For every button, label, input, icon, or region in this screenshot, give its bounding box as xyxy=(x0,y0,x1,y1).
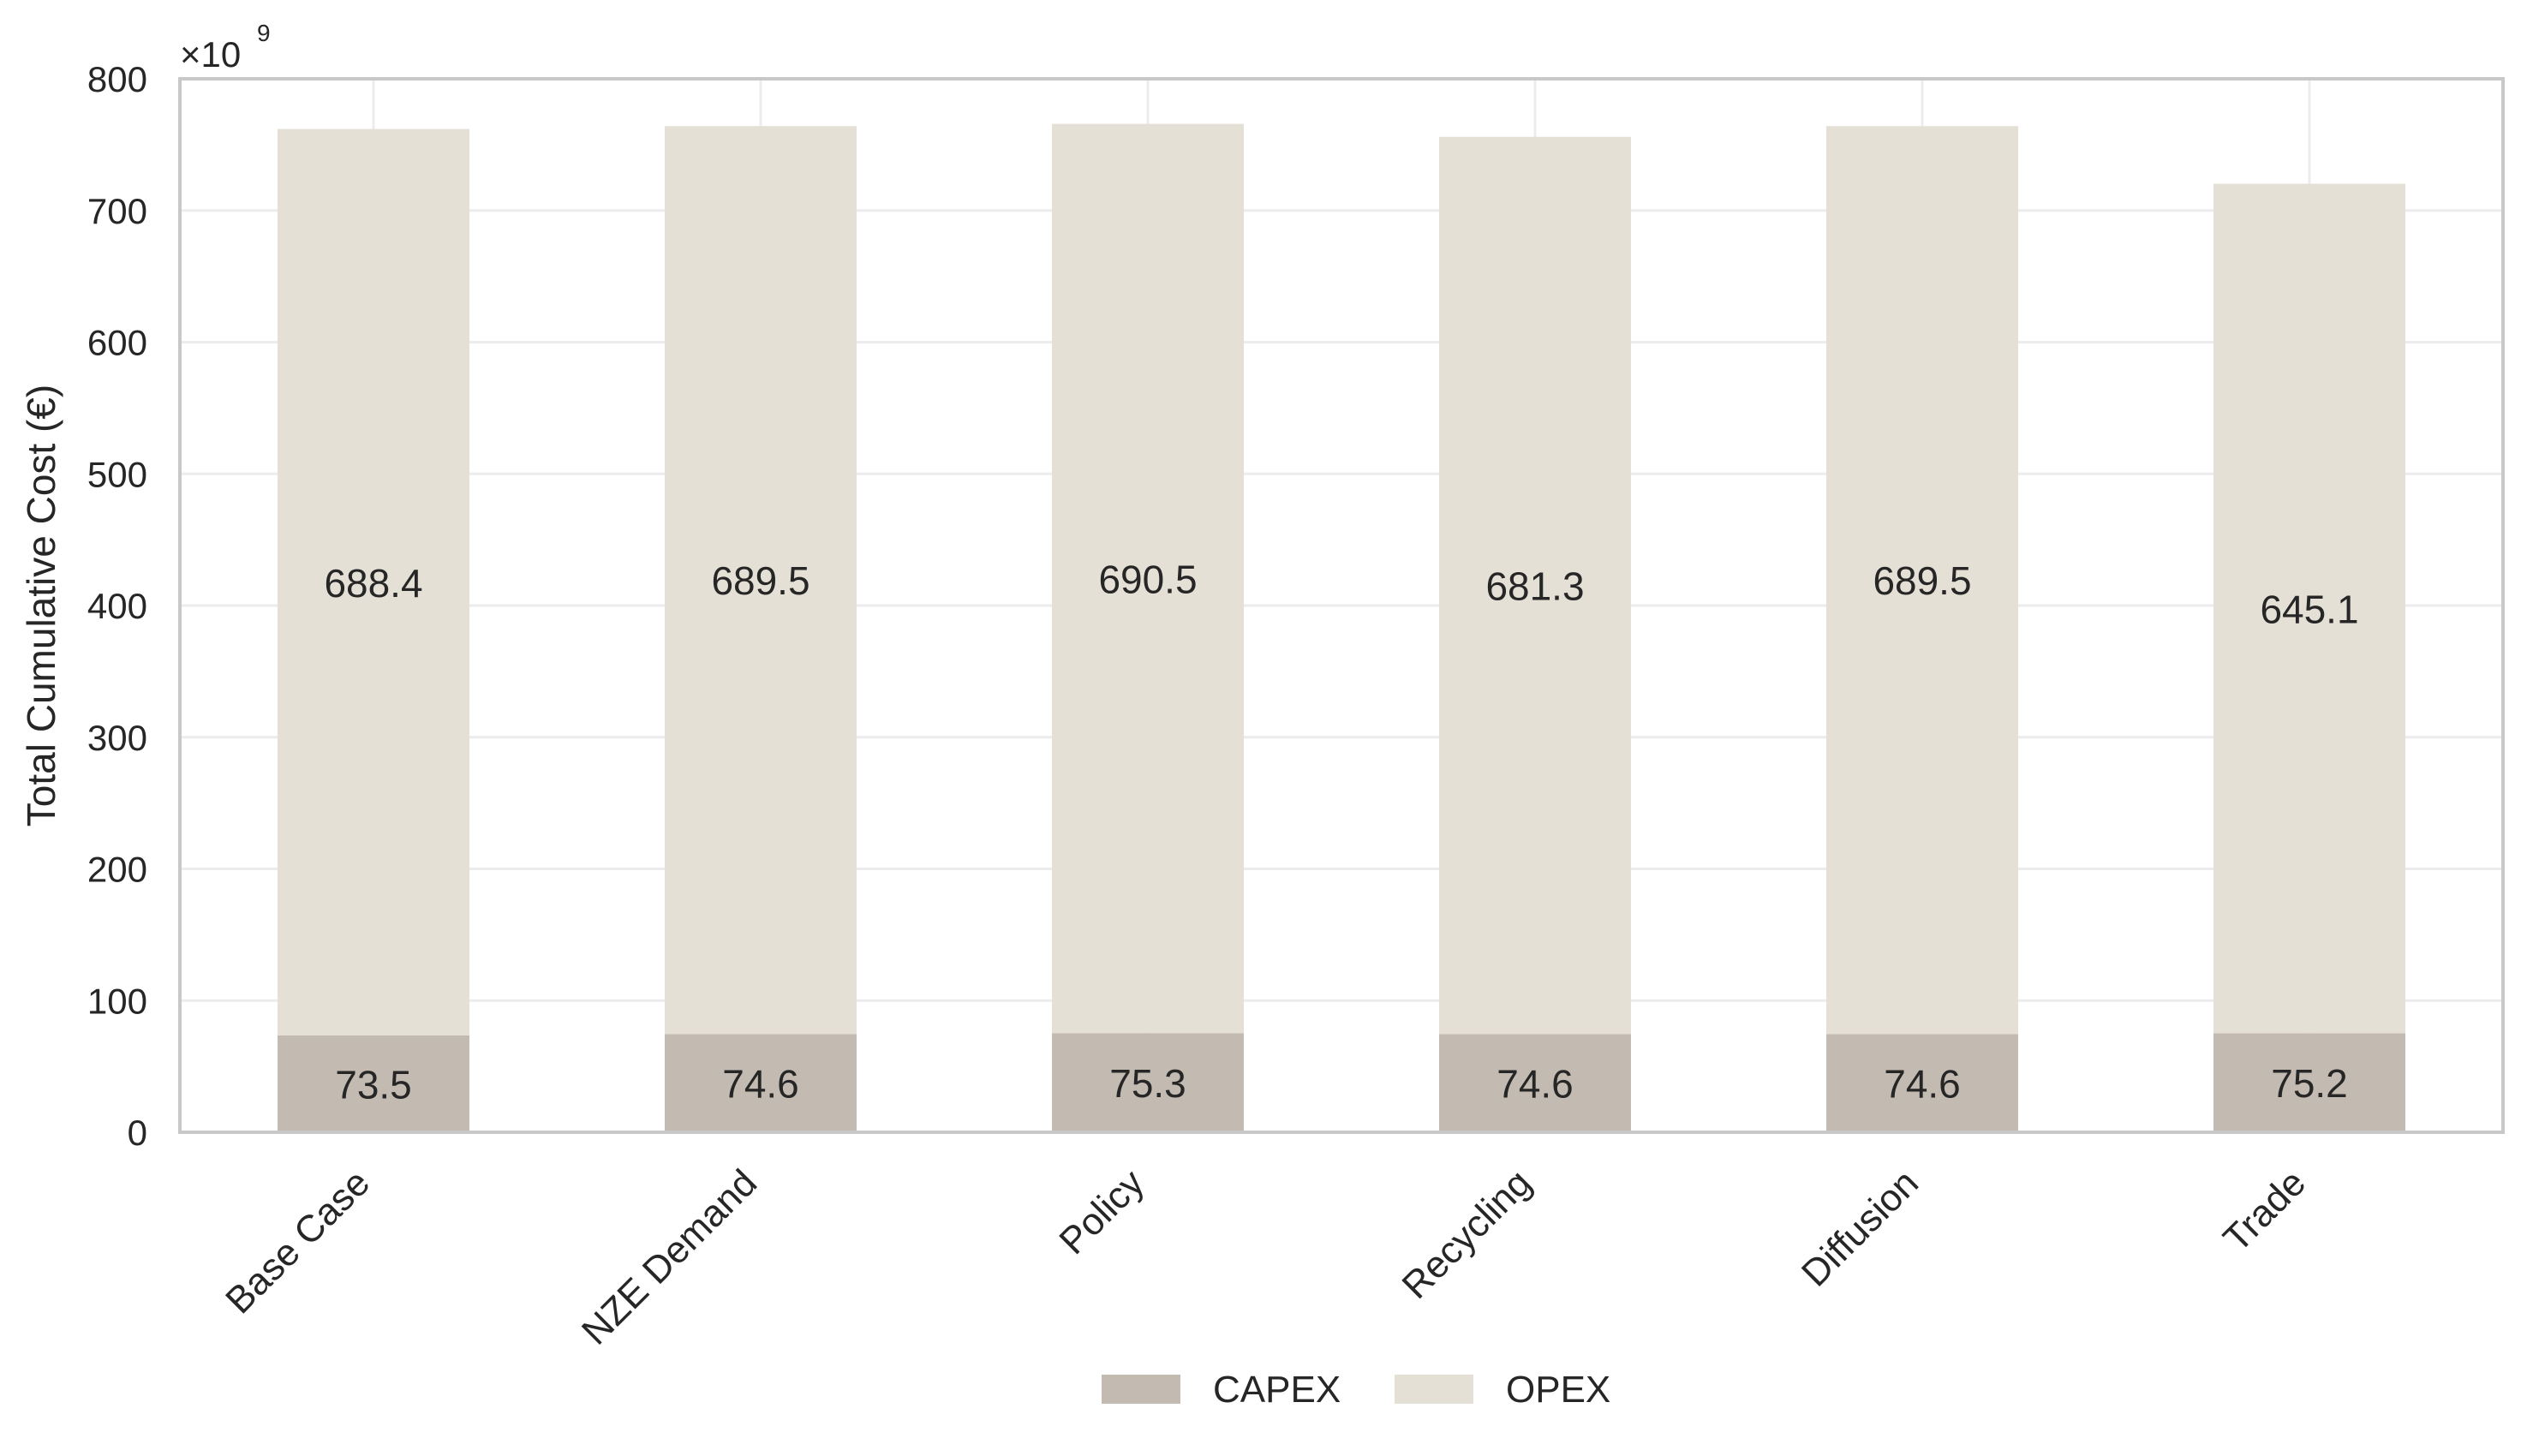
bar-capex-policy xyxy=(1052,1033,1244,1132)
bar-capex-trade xyxy=(2213,1033,2405,1132)
bar-value-label: 689.5 xyxy=(711,558,809,603)
x-tick-label: Recycling xyxy=(1395,1161,1540,1307)
x-tick-label: Trade xyxy=(2215,1161,2314,1260)
bar-opex-trade xyxy=(2213,183,2405,1034)
bar-value-label: 75.2 xyxy=(2271,1061,2348,1106)
bar-value-label: 73.5 xyxy=(335,1062,412,1107)
y-tick-label: 400 xyxy=(87,586,147,626)
bar-opex-base-case xyxy=(278,128,469,1035)
y-tick-label: 100 xyxy=(87,981,147,1021)
y-tick-label: 0 xyxy=(128,1113,147,1153)
bar-value-label: 74.6 xyxy=(1496,1062,1574,1107)
legend-swatch xyxy=(1102,1375,1180,1404)
bar-opex-diffusion xyxy=(1826,126,2018,1035)
bar-value-label: 688.4 xyxy=(324,561,422,606)
bar-opex-policy xyxy=(1052,123,1244,1034)
bar-value-label: 681.3 xyxy=(1485,564,1584,609)
x-axis-ticks: Base Case NZE Demand Policy Recycling Diffus… xyxy=(218,1161,2314,1352)
x-tick-label: Policy xyxy=(1051,1161,1152,1262)
bar-value-label: 74.6 xyxy=(722,1062,799,1107)
scale-factor-exponent: 9 xyxy=(257,20,271,46)
plot-frame xyxy=(178,77,2505,1134)
bar-value-label: 75.3 xyxy=(1109,1061,1186,1106)
y-tick-label: 500 xyxy=(87,454,147,494)
bar-value-label: 690.5 xyxy=(1098,557,1197,601)
y-axis-scale-factor: ×10 9 xyxy=(180,20,271,75)
bars: 73.5 688.4 74.6 689.5 75.3 690.5 74.6 681.3 74.6… xyxy=(278,123,2405,1132)
scale-factor-base: ×10 xyxy=(180,34,241,75)
legend-swatch xyxy=(1395,1375,1473,1404)
bar-capex-diffusion xyxy=(1826,1034,2018,1132)
bar-value-label: 74.6 xyxy=(1884,1062,1961,1107)
y-tick-label: 300 xyxy=(87,718,147,758)
y-tick-label: 800 xyxy=(87,59,147,99)
bar-value-label: 645.1 xyxy=(2260,587,2358,631)
bar-opex-recycling xyxy=(1439,136,1631,1035)
legend-label: OPEX xyxy=(1506,1369,1610,1411)
x-tick-label: Diffusion xyxy=(1794,1161,1927,1294)
legend-item-opex: OPEX xyxy=(1395,1369,1610,1411)
x-tick-label: Base Case xyxy=(218,1161,378,1322)
y-axis-label: Total Cumulative Cost (€) xyxy=(19,385,63,826)
bar-capex-recycling xyxy=(1439,1034,1631,1132)
legend: CAPEX OPEX xyxy=(1102,1369,1610,1411)
x-tick-label: NZE Demand xyxy=(574,1161,765,1352)
grid-lines xyxy=(180,77,2503,1134)
bar-capex-nze-demand xyxy=(665,1034,857,1132)
y-tick-label: 200 xyxy=(87,850,147,890)
bar-opex-nze-demand xyxy=(665,126,857,1035)
legend-item-capex: CAPEX xyxy=(1102,1369,1341,1411)
legend-label: CAPEX xyxy=(1213,1369,1341,1411)
bar-capex-base-case xyxy=(278,1035,469,1132)
y-axis-ticks: 0 100 200 300 400 500 600 700 800 xyxy=(87,59,147,1153)
y-tick-label: 700 xyxy=(87,191,147,231)
y-tick-label: 600 xyxy=(87,323,147,363)
bar-value-label: 689.5 xyxy=(1873,558,1971,603)
